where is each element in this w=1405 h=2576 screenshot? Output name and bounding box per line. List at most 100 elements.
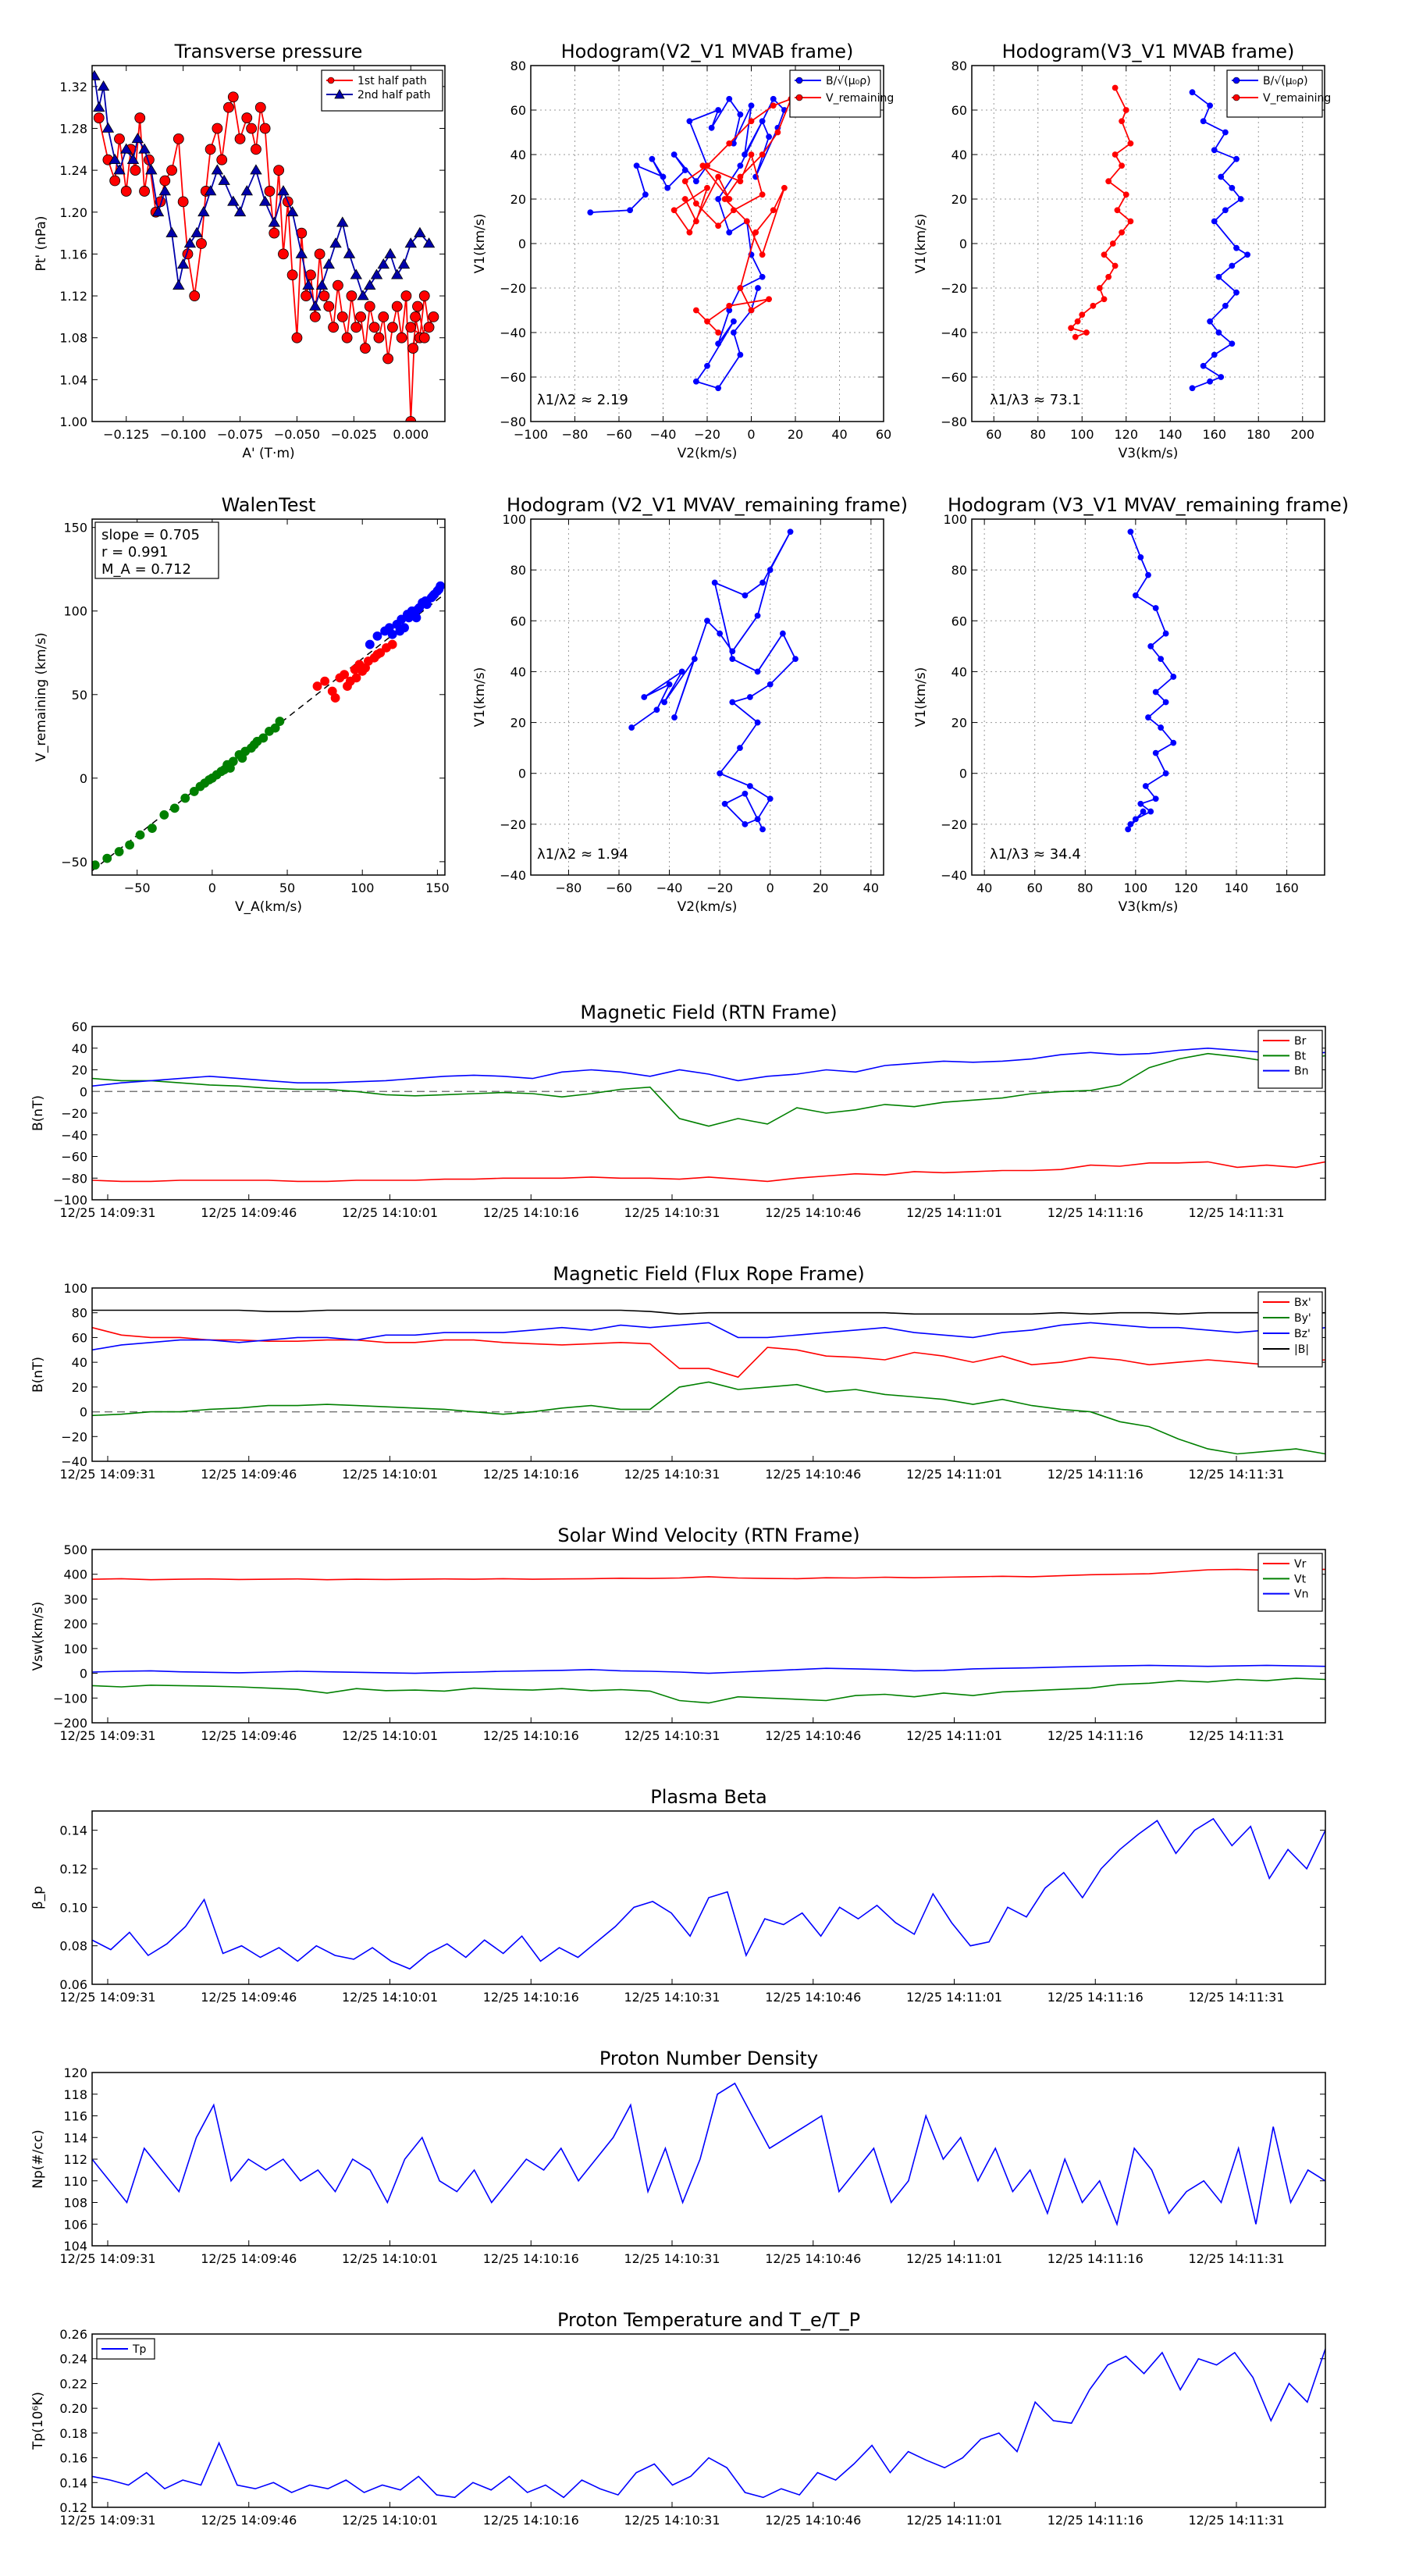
x-tick-label: 40 (831, 427, 847, 442)
y-tick-label: −80 (941, 415, 967, 429)
y-tick-label: 0 (959, 767, 967, 781)
data-point (1218, 173, 1225, 180)
data-point (742, 790, 749, 797)
data-point (715, 196, 722, 202)
data-point (704, 362, 710, 369)
data-point (340, 670, 350, 679)
x-tick-label: −60 (606, 427, 632, 442)
data-point (237, 753, 247, 763)
data-point (715, 329, 722, 336)
x-tick-label: 200 (1290, 427, 1314, 442)
data-point (165, 226, 178, 237)
data-point (1127, 820, 1134, 827)
x-tick-label: 12/25 14:10:46 (765, 1467, 861, 1482)
y-tick-label: 60 (951, 103, 967, 118)
data-point (320, 676, 330, 686)
series-group (92, 2082, 1325, 2226)
x-tick-label: 60 (986, 427, 1001, 442)
x-tick-label: −20 (706, 881, 733, 895)
data-point (737, 745, 743, 752)
plot-title: Solar Wind Velocity (RTN Frame) (557, 1525, 859, 1546)
data-point (1222, 207, 1229, 214)
series-line-|B| (92, 1309, 1325, 1315)
y-tick-label: 40 (951, 148, 967, 162)
x-tick-label: −20 (694, 427, 720, 442)
y-tick-label: −100 (53, 1691, 87, 1706)
data-point (792, 656, 799, 663)
data-point (717, 630, 724, 637)
data-point (754, 668, 761, 675)
y-tick-label: 100 (63, 1281, 87, 1296)
x-tick-label: 12/25 14:10:31 (624, 1990, 720, 2005)
series-line-V_remaining (1069, 87, 1132, 338)
x-tick-label: 12/25 14:09:46 (201, 1205, 297, 1220)
x-tick-label: −50 (124, 881, 151, 895)
data-point (126, 153, 140, 165)
data-point (1137, 800, 1144, 807)
data-point (633, 162, 640, 169)
series-line-Br (92, 1161, 1325, 1183)
data-point (681, 196, 688, 202)
y-axis-label: Vsw(km/s) (30, 1602, 46, 1671)
legend-label: 1st half path (357, 75, 427, 87)
data-point (1122, 191, 1129, 198)
data-point (269, 227, 280, 239)
x-tick-label: 0 (208, 881, 216, 895)
x-axis-label: V_A(km/s) (235, 899, 302, 915)
x-axis-label: V2(km/s) (678, 899, 738, 915)
y-tick-label: 1.00 (59, 415, 87, 429)
data-point (130, 165, 141, 176)
x-axis-label: V3(km/s) (1119, 899, 1179, 915)
x-tick-label: 12/25 14:10:31 (624, 1205, 720, 1220)
data-point (204, 185, 217, 196)
data-point (368, 322, 380, 333)
data-point (233, 205, 247, 217)
x-tick-label: 12/25 14:11:31 (1188, 1728, 1284, 1743)
data-point (742, 151, 748, 158)
y-tick-label: 60 (72, 1019, 87, 1034)
data-point (1189, 89, 1196, 96)
data-point (766, 133, 772, 141)
series-group (92, 2348, 1325, 2499)
x-tick-label: −0.050 (274, 427, 320, 442)
data-point (370, 269, 383, 279)
data-point (1132, 592, 1139, 599)
data-point (1200, 118, 1207, 125)
plot-title: Magnetic Field (Flux Rope Frame) (553, 1263, 864, 1285)
plot-title: WalenTest (222, 494, 316, 516)
y-tick-label: 1.12 (59, 289, 87, 304)
y-axis-label: V1(km/s) (913, 214, 929, 274)
data-point (418, 290, 430, 301)
x-tick-label: 12/25 14:11:31 (1188, 1205, 1284, 1220)
data-point (357, 290, 369, 301)
data-point (1158, 656, 1165, 663)
data-point (774, 129, 781, 136)
annotation-line: r = 0.991 (101, 544, 168, 560)
data-point (365, 639, 375, 649)
data-point (1237, 196, 1244, 202)
data-point (587, 209, 594, 216)
x-tick-label: 140 (1225, 881, 1249, 895)
data-point (737, 173, 744, 180)
x-tick-label: 0 (747, 427, 755, 442)
series-group (1068, 84, 1251, 392)
data-point (323, 301, 335, 312)
data-point (1142, 783, 1149, 789)
x-tick-label: 12/25 14:10:46 (765, 1205, 861, 1220)
data-point (211, 164, 224, 175)
data-point (240, 185, 253, 196)
data-point (731, 329, 737, 336)
plot-title: Hodogram (V2_V1 MVAV_remaining frame) (507, 494, 908, 516)
series-line-V_remaining (673, 98, 792, 333)
data-point (138, 143, 151, 154)
data-point (434, 585, 444, 594)
data-point (1229, 184, 1236, 191)
data-point (1200, 362, 1207, 369)
data-point (726, 302, 733, 309)
data-point (343, 681, 352, 691)
annotation-line: slope = 0.705 (101, 527, 200, 543)
x-tick-label: 12/25 14:09:46 (201, 1990, 297, 2005)
x-tick-label: 12/25 14:11:16 (1048, 2513, 1144, 2528)
x-tick-label: 12/25 14:10:01 (342, 1467, 438, 1482)
